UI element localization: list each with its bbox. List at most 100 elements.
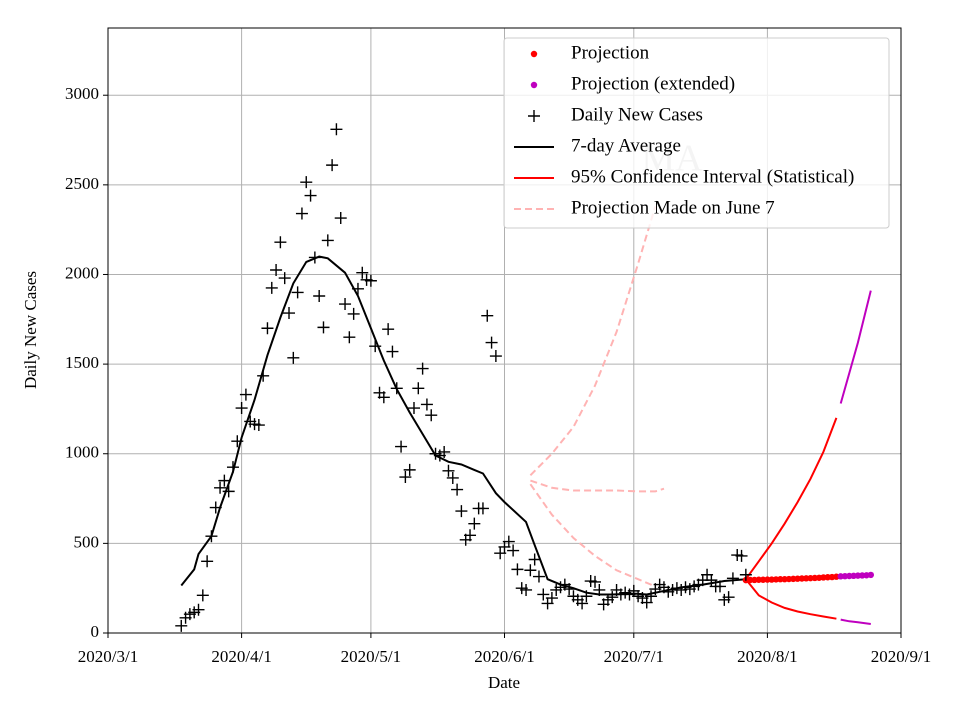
x-tick-label: 2020/8/1 [737,647,797,666]
case-marker [713,580,726,593]
case-marker [532,570,545,583]
case-marker [265,281,278,294]
case-marker [481,309,494,322]
case-marker [196,589,209,602]
case-marker [446,471,459,484]
case-marker [192,603,205,616]
case-marker [390,382,403,395]
case-marker [295,207,308,220]
case-marker [395,440,408,453]
case-marker [438,445,451,458]
x-tick-label: 2020/9/1 [871,647,931,666]
y-axis-label: Daily New Cases [21,271,40,389]
case-marker [455,505,468,518]
case-marker [222,485,235,498]
case-marker [257,369,270,382]
case-marker [593,583,606,596]
case-marker [726,572,739,585]
case-marker [507,544,520,557]
case-marker [218,474,231,487]
legend-label: 95% Confidence Interval (Statistical) [571,166,854,187]
case-marker [347,307,360,320]
case-marker [511,563,524,576]
series-line [839,290,872,404]
case-marker [274,236,287,249]
case-marker [364,274,377,287]
case-marker [205,530,218,543]
y-tick-label: 500 [74,532,100,551]
case-marker [339,298,352,311]
legend-label: Projection Made on June 7 [571,197,775,218]
case-marker [476,502,489,515]
legend-box [503,37,890,229]
case-marker [304,189,317,202]
case-marker [308,251,321,264]
case-marker [252,419,265,432]
case-marker [468,517,481,530]
case-marker [589,575,602,588]
legend: Projection Projection (extended) Daily New… [503,37,890,229]
case-marker [201,555,214,568]
plot-area [175,123,875,632]
case-marker [606,591,619,604]
case-marker [451,483,464,496]
case-marker [528,553,541,566]
case-marker [735,549,748,562]
case-marker [442,464,455,477]
case-marker [321,234,334,247]
case-marker [420,398,433,411]
x-tick-label: 2020/4/1 [211,647,271,666]
case-marker [351,282,364,295]
case-marker [313,289,326,302]
series-line [529,483,656,588]
case-marker [537,588,550,601]
series-line [744,417,838,580]
legend-label: Projection [571,42,650,63]
case-marker [382,323,395,336]
case-marker [343,331,356,344]
case-marker [377,391,390,404]
y-tick-label: 1000 [65,443,99,462]
case-marker [386,345,399,358]
series-line [840,618,871,625]
case-marker [464,529,477,542]
case-marker [334,212,347,225]
case-marker [278,272,291,285]
case-marker [524,564,537,577]
case-marker [369,340,382,353]
case-marker [563,583,576,596]
x-tick-label: 2020/6/1 [474,647,534,666]
case-marker [270,264,283,276]
case-marker [261,322,274,335]
case-marker [739,568,752,581]
case-marker [502,535,515,548]
case-marker [485,336,498,349]
case-marker [576,597,589,610]
case-marker [412,382,425,395]
case-marker [209,501,222,514]
legend-label: Daily New Cases [571,104,703,125]
case-marker [705,574,718,587]
y-tick-label: 2500 [65,174,99,193]
case-marker [326,159,339,172]
case-marker [287,351,300,364]
case-marker [407,402,420,415]
y-tick-label: 2000 [65,263,99,282]
case-marker [494,547,507,560]
case-marker [214,481,227,494]
case-marker [235,402,248,415]
projection-dot [867,571,875,579]
case-marker [300,176,313,189]
case-marker [399,471,412,484]
case-marker [175,619,188,632]
series-line [530,479,665,493]
case-marker [291,286,304,299]
case-marker [545,592,558,605]
case-marker [226,461,239,474]
case-marker [640,596,653,609]
x-tick-label: 2020/7/1 [604,647,664,666]
case-marker [231,435,244,448]
legend-symbol [530,50,538,58]
legend-symbol [528,110,540,122]
